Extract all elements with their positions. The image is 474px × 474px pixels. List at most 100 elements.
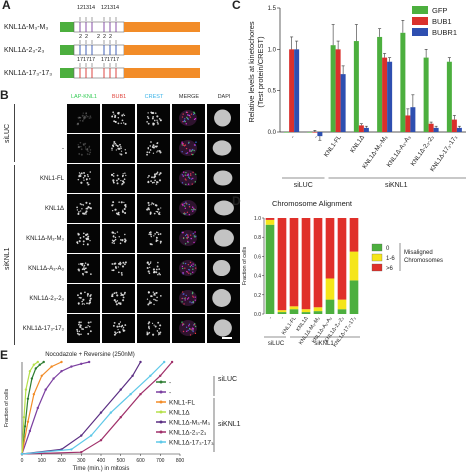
- merge-spot: [187, 329, 189, 332]
- kinetochore-spot: [157, 212, 160, 215]
- merge-spot: [184, 120, 186, 123]
- d-bar-segment: [265, 224, 275, 314]
- merge-spot: [192, 330, 194, 333]
- merge-spot: [181, 142, 183, 145]
- merge-spot: [184, 174, 186, 176]
- e-series-point: [26, 397, 30, 400]
- kinetochore-spot: [152, 268, 156, 271]
- kinetochore-spot: [124, 205, 127, 208]
- kinetochore-spot: [156, 265, 159, 268]
- kinetochore-spot: [81, 119, 84, 122]
- merge-spot: [183, 303, 185, 305]
- kinetochore-spot: [77, 178, 80, 181]
- cell-image: [76, 201, 92, 216]
- kinetochore-spot: [79, 141, 82, 144]
- merge-spot: [191, 208, 193, 211]
- c-xtick-label: KNL1-FL: [323, 134, 343, 159]
- kinetochore-spot: [80, 153, 83, 156]
- c-xtick-label: KNL1Δ-2₃-2₃: [410, 134, 436, 168]
- merge-spot: [185, 152, 187, 155]
- kinetochore-spot: [148, 326, 150, 329]
- d-bar-segment: [313, 311, 323, 314]
- kinetochore-spot: [116, 145, 119, 148]
- kinetochore-spot: [79, 326, 81, 328]
- kinetochore-spot: [159, 273, 161, 276]
- microscopy-cell: [102, 284, 135, 313]
- microscopy-cell: [172, 104, 205, 133]
- kinetochore-spot: [79, 296, 82, 299]
- merge-spot: [194, 173, 197, 176]
- kinetochore-spot: [117, 147, 120, 150]
- merge-spot: [186, 114, 189, 116]
- microscopy-cell: [172, 134, 205, 163]
- kinetochore-spot: [118, 322, 121, 325]
- kinetochore-spot: [83, 172, 85, 174]
- cell-image: [179, 110, 197, 126]
- d-bar-segment: [325, 299, 335, 314]
- kinetochore-spot: [112, 179, 115, 182]
- e-series-point: [23, 425, 27, 428]
- kinetochore-spot: [146, 115, 149, 118]
- e-xtick-label: 800: [176, 458, 185, 464]
- kinetochore-spot: [88, 145, 91, 148]
- kinetochore-spot: [111, 269, 113, 271]
- panel-b-letter: B: [0, 88, 9, 102]
- merge-spot: [192, 268, 194, 270]
- panel-a-letter: A: [2, 0, 11, 12]
- merge-nucleus: [179, 260, 197, 276]
- motif-number-bot: 17: [89, 57, 96, 63]
- microscopy-cell: [172, 254, 205, 283]
- motif-number-top: 14: [89, 5, 96, 11]
- c-group-siluc: siLUC: [294, 182, 313, 189]
- merge-spot: [187, 234, 189, 236]
- motif-number-top: 12: [77, 5, 84, 11]
- kinetochore-spot: [112, 175, 115, 177]
- kinetochore-spot: [80, 145, 82, 148]
- kinetochore-spot: [120, 325, 123, 328]
- kinetochore-spot: [160, 207, 162, 209]
- cell-image: [146, 141, 162, 156]
- c-bar: [284, 132, 290, 133]
- chart-e: Nocodazole + Reversine (250nM) 0 100 200 300…: [4, 352, 241, 472]
- merge-spot: [181, 151, 183, 153]
- merge-spot: [194, 236, 196, 238]
- kinetochore-spot: [85, 201, 88, 204]
- kinetochore-spot: [148, 325, 150, 328]
- kinetochore-spot: [112, 181, 115, 184]
- cell-image: [111, 231, 127, 245]
- kinetochore-spot: [78, 263, 80, 265]
- merge-spot: [187, 173, 189, 175]
- c-bar: [358, 125, 364, 132]
- merge-spot: [189, 301, 191, 303]
- kinetochore-spot: [120, 293, 123, 296]
- microscopy-cell: [207, 134, 240, 163]
- merge-spot: [189, 273, 192, 275]
- kinetochore-spot: [86, 148, 89, 151]
- kinetochore-spot: [115, 212, 118, 215]
- e-series-point: [38, 363, 41, 366]
- kinetochore-spot: [149, 149, 152, 151]
- c-bar: [382, 57, 388, 132]
- kinetochore-spot: [156, 119, 158, 122]
- kinetochore-spot: [147, 122, 150, 125]
- kinetochore-spot: [121, 119, 124, 122]
- kinetochore-spot: [117, 211, 120, 214]
- kinetochore-spot: [148, 331, 151, 334]
- merge-spot: [182, 232, 184, 234]
- merge-spot: [192, 210, 194, 212]
- kinetochore-spot: [80, 181, 83, 184]
- d-legend-label: 0: [386, 246, 390, 252]
- merge-spot: [186, 211, 189, 214]
- kinetochore-spot: [147, 201, 150, 204]
- kinetochore-spot: [122, 209, 124, 211]
- merge-nucleus: [179, 110, 197, 126]
- e-series-line: [21, 361, 90, 455]
- microscopy-cell: [67, 194, 100, 223]
- kinetochore-spot: [90, 273, 92, 276]
- kinetochore-spot: [83, 268, 85, 271]
- d-bar-segment: [325, 278, 335, 300]
- merge-spot: [186, 330, 188, 333]
- kinetochore-spot: [152, 116, 155, 118]
- e-series-point: [60, 370, 63, 373]
- e-series-point: [52, 377, 55, 380]
